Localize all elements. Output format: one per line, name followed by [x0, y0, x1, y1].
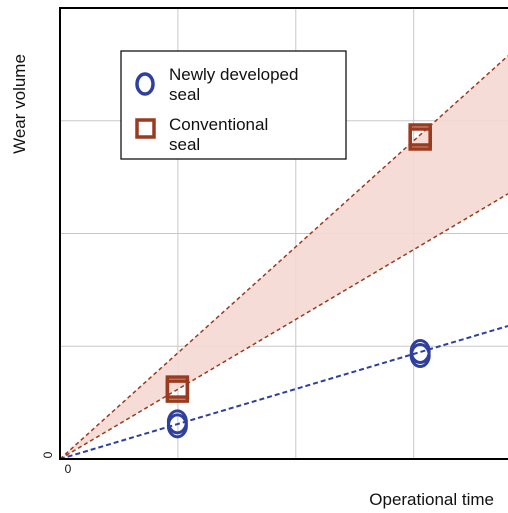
- legend-marker-square: [135, 118, 156, 139]
- conventional-band-lower-line: [59, 193, 508, 460]
- legend-label-conventional-line2: seal: [169, 135, 200, 154]
- legend-label-newly-line2: seal: [169, 85, 200, 104]
- legend-label-conventional: Conventional seal: [169, 115, 273, 154]
- legend-label-newly-developed: Newly developed seal: [169, 65, 303, 104]
- conventional-point-overlap: [408, 127, 432, 151]
- conventional-seal-band: [59, 55, 508, 460]
- conventional-point-overlap: [165, 379, 190, 403]
- y-tick-label: 0: [41, 451, 55, 458]
- legend-label-newly-line1: Newly developed: [169, 65, 298, 84]
- conventional-band-upper-line: [59, 55, 508, 460]
- plot-frame: [59, 7, 508, 460]
- x-axis-title: Operational time: [369, 490, 494, 509]
- data-points: [165, 123, 432, 439]
- newly-developed-point-overlap: [166, 413, 188, 439]
- legend-label-conventional-line1: Conventional: [169, 115, 268, 134]
- x-tick-label: 0: [65, 462, 72, 476]
- legend-marker-circle: [135, 72, 155, 96]
- newly-developed-trend-line: [59, 324, 508, 460]
- y-axis-title: Wear volume: [10, 54, 29, 154]
- trend-lines: [59, 324, 508, 460]
- legend: Newly developed seal Conventional seal: [120, 50, 347, 160]
- newly-developed-point-overlap: [409, 342, 431, 368]
- legend-box: [120, 50, 347, 160]
